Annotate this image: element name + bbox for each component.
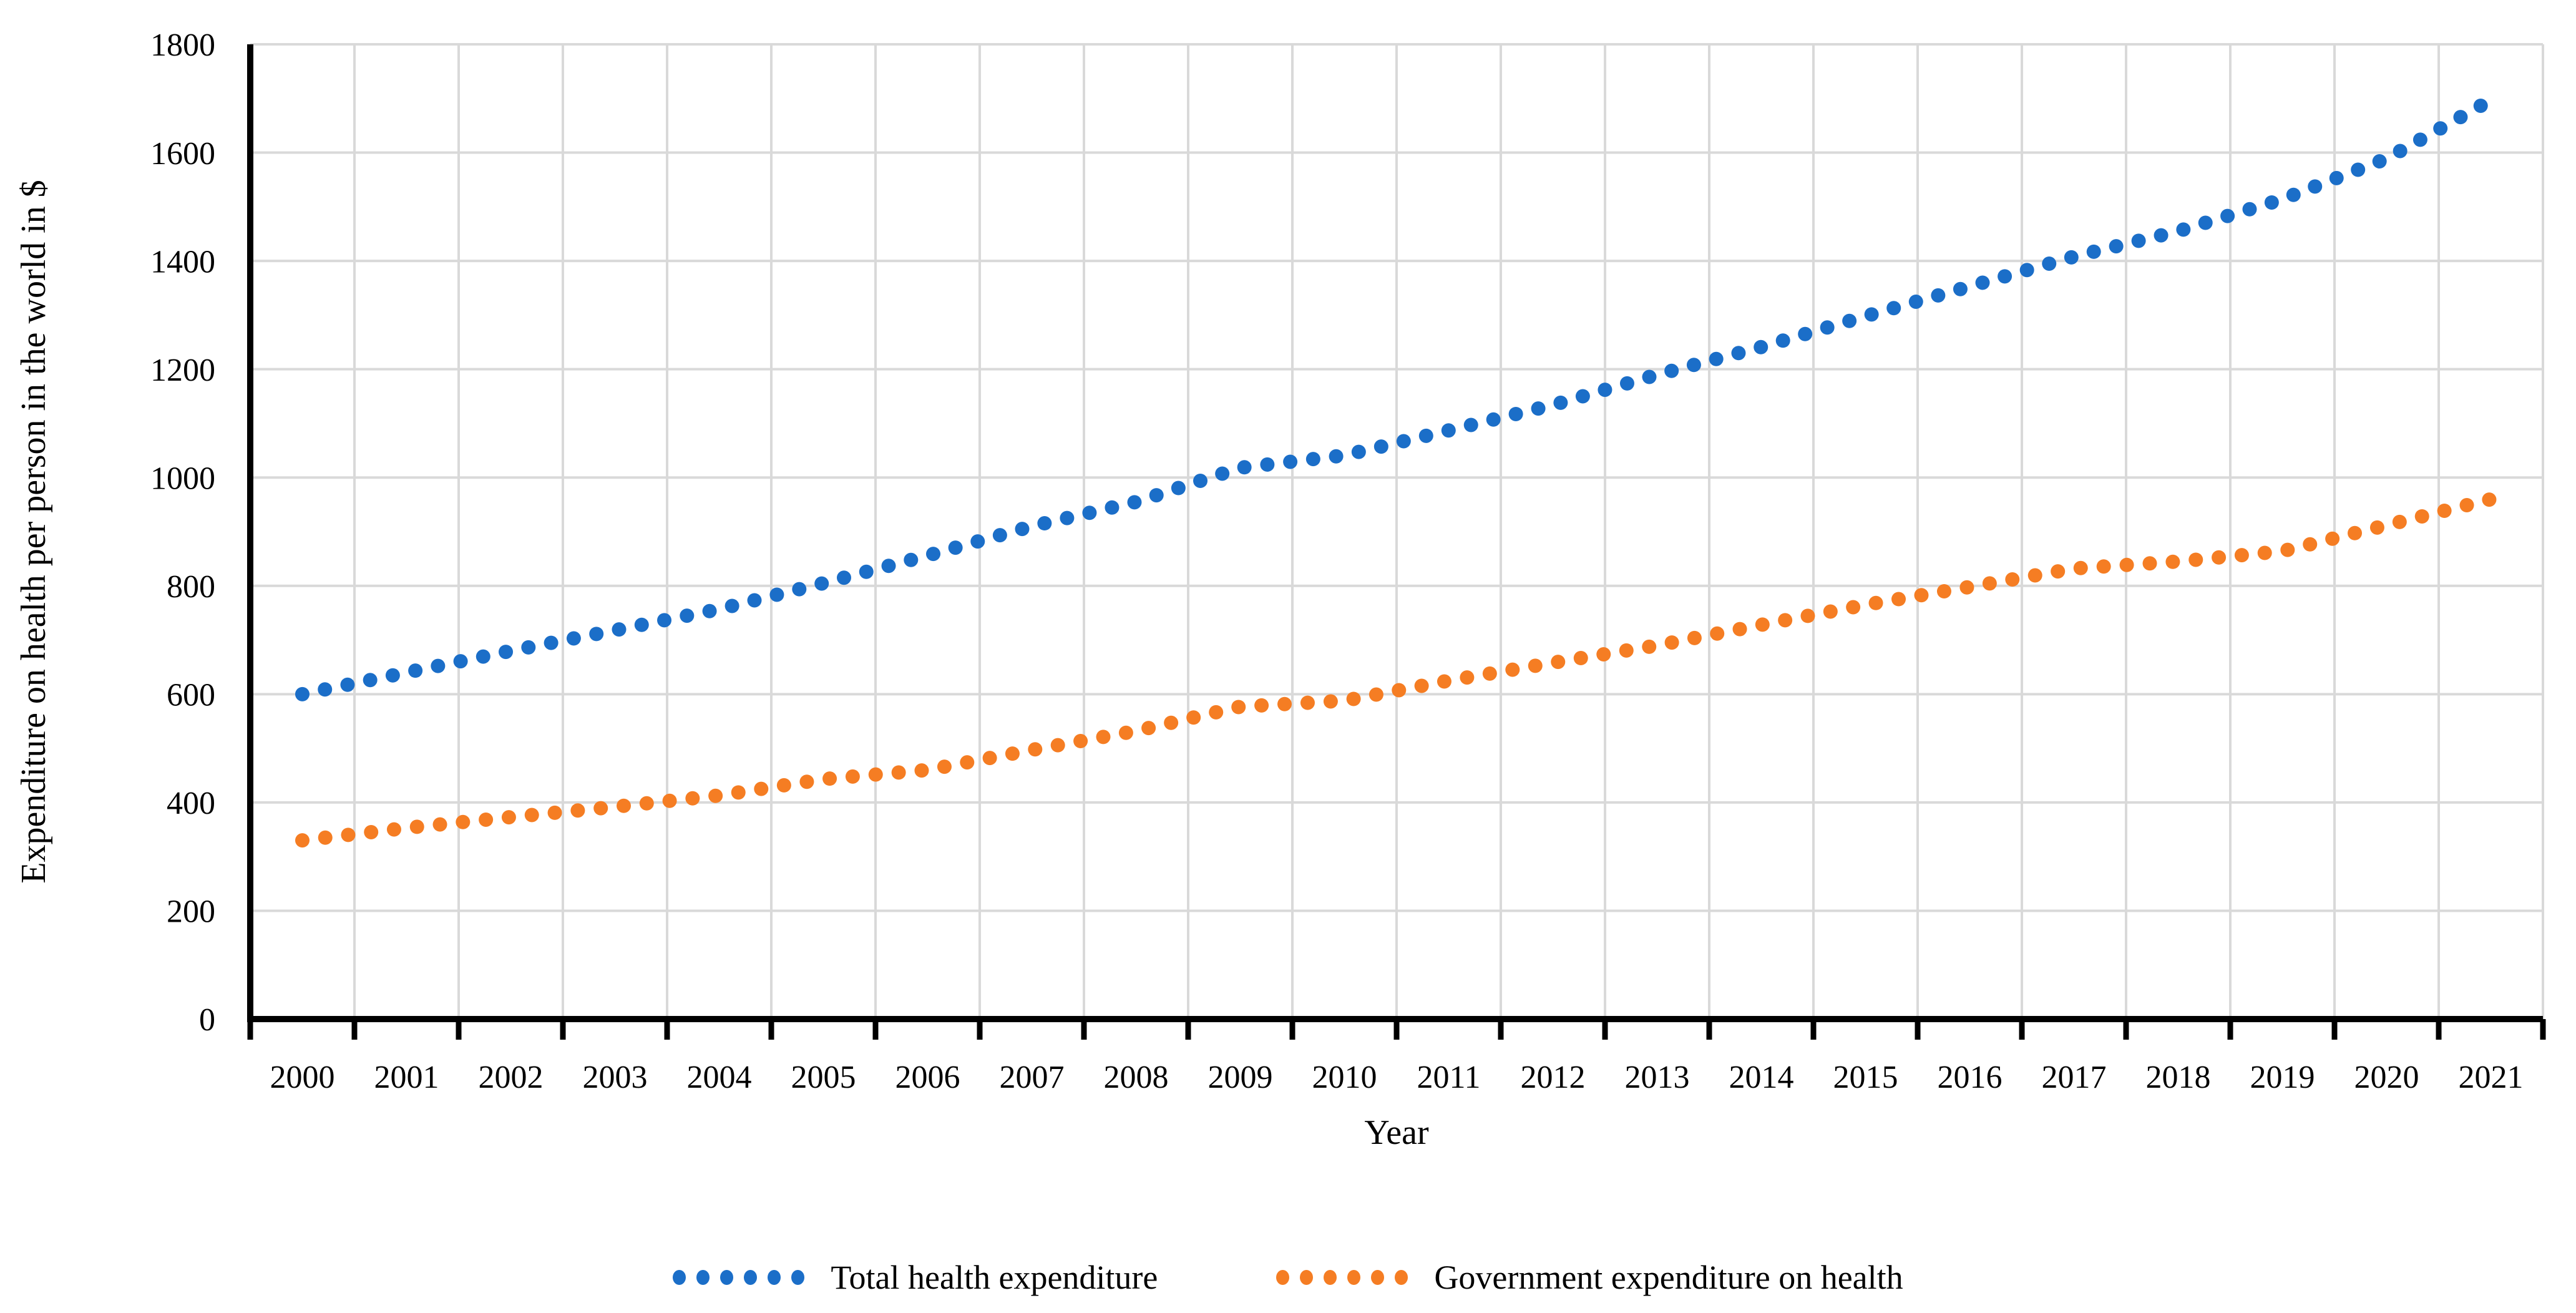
y-tick-labels: 0 200 400 600 800 1000 1200 1400 1600 1800: [150, 27, 215, 1038]
legend-item-government-expenditure: Government expenditure on health: [1276, 1261, 1903, 1294]
x-tick-label: 2016: [1938, 1060, 2003, 1095]
x-tick-label: 2015: [1833, 1060, 1898, 1095]
y-tick-label: 600: [167, 678, 215, 713]
legend-label-total-health-expenditure: Total health expenditure: [831, 1259, 1158, 1296]
x-tick-label: 2005: [791, 1060, 856, 1095]
x-tick-label: 2014: [1729, 1060, 1794, 1095]
x-tick-label: 2007: [1000, 1060, 1065, 1095]
x-tick-label: 2020: [2354, 1060, 2419, 1095]
x-tick-label: 2017: [2042, 1060, 2107, 1095]
axes: [247, 44, 2543, 1022]
legend-item-total-health-expenditure: Total health expenditure: [673, 1261, 1158, 1294]
x-tick-label: 2004: [687, 1060, 752, 1095]
series-dots-total-health-expenditure: [295, 99, 2488, 701]
y-tick-label: 1600: [150, 136, 215, 172]
series-dots: [295, 99, 2497, 848]
legend: Total health expenditure Government expe…: [0, 1249, 2576, 1306]
y-tick-label: 1800: [150, 27, 215, 63]
x-tick-label: 2021: [2459, 1060, 2524, 1095]
x-tick-label: 2018: [2146, 1060, 2211, 1095]
x-tick-label: 2009: [1208, 1060, 1273, 1095]
y-tick-label: 400: [167, 786, 215, 821]
x-axis-title: Year: [1364, 1113, 1429, 1152]
legend-label-government-expenditure: Government expenditure on health: [1434, 1259, 1903, 1296]
x-tick-label: 2006: [895, 1060, 960, 1095]
y-tick-label: 0: [199, 1002, 215, 1038]
y-tick-label: 1000: [150, 461, 215, 496]
x-tick-label: 2003: [583, 1060, 648, 1095]
gridlines: [250, 43, 2544, 1019]
x-tick-label: 2012: [1521, 1060, 1586, 1095]
series-dots-government-expenditure-on-health: [295, 492, 2497, 848]
x-tick-label: 2008: [1104, 1060, 1169, 1095]
x-tick-labels: 2000 2001 2002 2003 2004 2005 2006 2007 2008 2009…: [270, 1060, 2524, 1095]
x-axis-ticks: [247, 1019, 2546, 1040]
dotted-line-marker-icon: [673, 1270, 805, 1285]
x-tick-label: 2019: [2250, 1060, 2315, 1095]
y-axis-title: Expenditure on health per person in the …: [14, 180, 53, 884]
y-tick-label: 1400: [150, 244, 215, 280]
x-tick-label: 2002: [479, 1060, 544, 1095]
y-tick-label: 200: [167, 894, 215, 930]
y-tick-label: 1200: [150, 353, 215, 388]
x-tick-label: 2010: [1312, 1060, 1377, 1095]
x-tick-label: 2013: [1625, 1060, 1690, 1095]
x-tick-label: 2000: [270, 1060, 335, 1095]
dotted-line-marker-icon: [1276, 1270, 1408, 1285]
x-tick-label: 2001: [374, 1060, 439, 1095]
y-tick-label: 800: [167, 569, 215, 605]
x-tick-label: 2011: [1417, 1060, 1480, 1095]
